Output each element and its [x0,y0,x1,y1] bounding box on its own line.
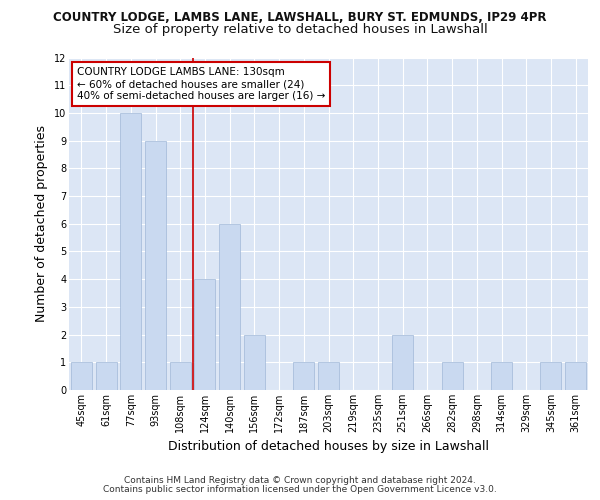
Bar [170,362,191,390]
Bar [318,362,339,390]
Text: Contains public sector information licensed under the Open Government Licence v3: Contains public sector information licen… [103,485,497,494]
Bar [120,113,141,390]
Bar [442,362,463,390]
Bar [541,362,562,390]
Text: Size of property relative to detached houses in Lawshall: Size of property relative to detached ho… [113,22,487,36]
Bar [194,279,215,390]
Bar [293,362,314,390]
Text: Contains HM Land Registry data © Crown copyright and database right 2024.: Contains HM Land Registry data © Crown c… [124,476,476,485]
Bar [491,362,512,390]
Y-axis label: Number of detached properties: Number of detached properties [35,125,48,322]
X-axis label: Distribution of detached houses by size in Lawshall: Distribution of detached houses by size … [168,440,489,454]
Bar [95,362,116,390]
Bar [244,334,265,390]
Bar [565,362,586,390]
Bar [392,334,413,390]
Bar [219,224,240,390]
Bar [71,362,92,390]
Text: COUNTRY LODGE, LAMBS LANE, LAWSHALL, BURY ST. EDMUNDS, IP29 4PR: COUNTRY LODGE, LAMBS LANE, LAWSHALL, BUR… [53,11,547,24]
Bar [145,140,166,390]
Text: COUNTRY LODGE LAMBS LANE: 130sqm
← 60% of detached houses are smaller (24)
40% o: COUNTRY LODGE LAMBS LANE: 130sqm ← 60% o… [77,68,325,100]
